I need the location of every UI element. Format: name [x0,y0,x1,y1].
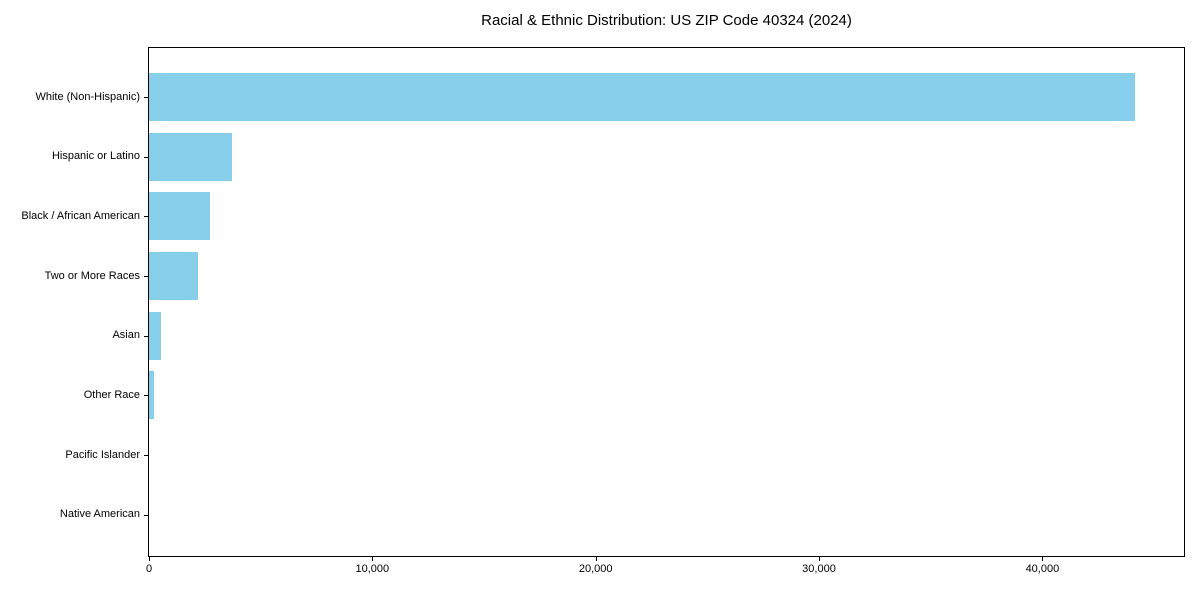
y-tick-mark [144,514,148,516]
x-tick-mark [595,557,597,561]
y-tick-mark [144,216,148,218]
y-tick-mark [144,455,148,457]
y-tick-mark [144,276,148,278]
plot-area [148,47,1185,557]
y-tick-mark [144,97,148,98]
y-tick-label: White (Non-Hispanic) [35,90,140,103]
bar-asian [149,311,162,360]
y-tick-label: Pacific Islander [65,448,140,461]
x-tick-label: 0 [145,563,153,575]
y-tick-label: Two or More Races [44,269,140,282]
bar-two-or-more-races [149,252,198,301]
x-tick-label: 30,000 [802,563,836,575]
bar-black-african-american [149,192,211,241]
y-tick-label: Asian [112,329,140,342]
bar-other-race [149,371,154,420]
x-tick-label: 10,000 [355,563,390,575]
y-tick-mark [144,156,148,158]
x-tick-mark [1042,557,1044,561]
x-tick-label: 20,000 [578,563,613,575]
y-tick-mark [144,335,148,337]
bar-hispanic-or-latino [149,132,232,181]
y-tick-label: Other Race [83,388,140,401]
x-tick-label: 40,000 [1025,563,1060,575]
y-tick-label: Black / African American [21,209,140,222]
bar-white-non-hispanic [149,73,1135,121]
chart-title: Racial & Ethnic Distribution: US ZIP Cod… [481,12,852,29]
x-tick-mark [372,557,374,561]
x-tick-mark [819,557,820,561]
y-tick-label: Native American [59,508,140,521]
x-tick-mark [149,557,150,561]
y-tick-label: Hispanic or Latino [51,150,140,163]
y-tick-mark [144,395,148,397]
